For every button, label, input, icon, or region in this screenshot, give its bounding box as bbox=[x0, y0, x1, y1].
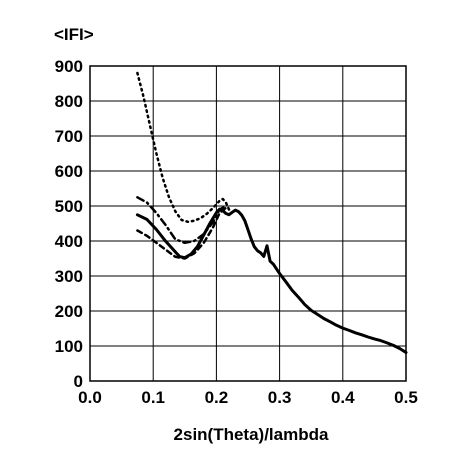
x-tick-label: 0.1 bbox=[141, 388, 165, 407]
y-axis-title: <IFI> bbox=[54, 25, 94, 44]
x-ticks: 0.0 0.1 0.2 0.3 0.4 0.5 bbox=[78, 388, 418, 407]
series-line-dotted bbox=[136, 71, 231, 224]
x-tick-label: 0.2 bbox=[205, 388, 229, 407]
x-tick-label: 0.3 bbox=[268, 388, 292, 407]
y-tick-label: 500 bbox=[55, 197, 83, 216]
y-tick-label: 700 bbox=[55, 127, 83, 146]
x-axis-title: 2sin(Theta)/lambda bbox=[174, 425, 329, 444]
x-tick-label: 0.0 bbox=[78, 388, 102, 407]
y-tick-label: 300 bbox=[55, 267, 83, 286]
y-ticks: 0 100 200 300 400 500 600 700 800 900 bbox=[55, 57, 83, 391]
x-tick-label: 0.4 bbox=[331, 388, 355, 407]
y-tick-label: 800 bbox=[55, 92, 83, 111]
y-tick-label: 200 bbox=[55, 302, 83, 321]
y-tick-label: 900 bbox=[55, 57, 83, 76]
series-line-dash-dot bbox=[136, 196, 228, 245]
y-tick-label: 600 bbox=[55, 162, 83, 181]
y-tick-label: 0 bbox=[74, 372, 83, 391]
series-line-solid bbox=[135, 207, 408, 354]
series-group bbox=[135, 71, 408, 354]
series-line-dashed bbox=[136, 206, 228, 260]
plot-frame bbox=[89, 65, 407, 382]
y-tick-label: 400 bbox=[55, 232, 83, 251]
y-tick-label: 100 bbox=[55, 337, 83, 356]
x-tick-label: 0.5 bbox=[394, 388, 418, 407]
